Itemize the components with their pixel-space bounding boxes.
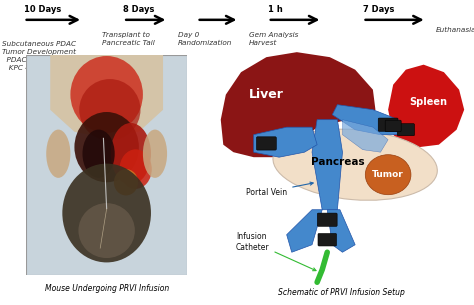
Text: Day 0
Randomization: Day 0 Randomization bbox=[178, 32, 232, 46]
Polygon shape bbox=[388, 65, 464, 147]
Ellipse shape bbox=[46, 130, 71, 178]
Polygon shape bbox=[312, 120, 342, 210]
Ellipse shape bbox=[273, 129, 438, 200]
Text: Infusion
Catheter: Infusion Catheter bbox=[236, 232, 316, 271]
Polygon shape bbox=[50, 55, 163, 138]
Ellipse shape bbox=[62, 163, 151, 262]
Ellipse shape bbox=[82, 130, 115, 178]
Polygon shape bbox=[279, 127, 347, 165]
Ellipse shape bbox=[143, 130, 167, 178]
Ellipse shape bbox=[79, 79, 140, 141]
Polygon shape bbox=[254, 127, 317, 157]
Polygon shape bbox=[342, 120, 388, 152]
Text: Liver: Liver bbox=[249, 88, 284, 101]
Polygon shape bbox=[221, 52, 375, 157]
FancyBboxPatch shape bbox=[256, 137, 276, 150]
Text: Gem Analysis
Harvest: Gem Analysis Harvest bbox=[249, 32, 298, 46]
Text: Mouse Undergoing PRVI Infusion: Mouse Undergoing PRVI Infusion bbox=[45, 284, 169, 293]
Polygon shape bbox=[287, 210, 322, 252]
Text: Portal Vein: Portal Vein bbox=[246, 182, 313, 197]
Text: Pancreas: Pancreas bbox=[310, 157, 364, 167]
Text: 1 h: 1 h bbox=[268, 5, 283, 14]
FancyBboxPatch shape bbox=[318, 234, 337, 246]
Ellipse shape bbox=[365, 155, 411, 195]
Ellipse shape bbox=[119, 149, 152, 189]
Polygon shape bbox=[332, 105, 398, 135]
Text: Tumor: Tumor bbox=[372, 170, 404, 179]
Text: 8 Days: 8 Days bbox=[123, 5, 155, 14]
Ellipse shape bbox=[70, 56, 143, 133]
Ellipse shape bbox=[114, 169, 138, 196]
Text: Subcutaneous PDAC
Tumor Development
  PDAC cell line
   KPC 4580P: Subcutaneous PDAC Tumor Development PDAC… bbox=[2, 41, 76, 70]
Text: Schematic of PRVI Infusion Setup: Schematic of PRVI Infusion Setup bbox=[278, 288, 405, 297]
FancyBboxPatch shape bbox=[378, 118, 398, 131]
Ellipse shape bbox=[78, 203, 135, 258]
FancyBboxPatch shape bbox=[397, 124, 414, 136]
Text: Transplant to
Pancreatic Tail: Transplant to Pancreatic Tail bbox=[102, 32, 155, 46]
Ellipse shape bbox=[110, 123, 151, 185]
Polygon shape bbox=[327, 210, 355, 252]
Text: Euthanasia: Euthanasia bbox=[436, 27, 474, 34]
Text: 7 Days: 7 Days bbox=[363, 5, 394, 14]
Ellipse shape bbox=[74, 112, 139, 182]
Text: Spleen: Spleen bbox=[410, 97, 447, 107]
FancyBboxPatch shape bbox=[385, 120, 401, 132]
FancyBboxPatch shape bbox=[318, 213, 337, 226]
Text: 10 Days: 10 Days bbox=[24, 5, 61, 14]
